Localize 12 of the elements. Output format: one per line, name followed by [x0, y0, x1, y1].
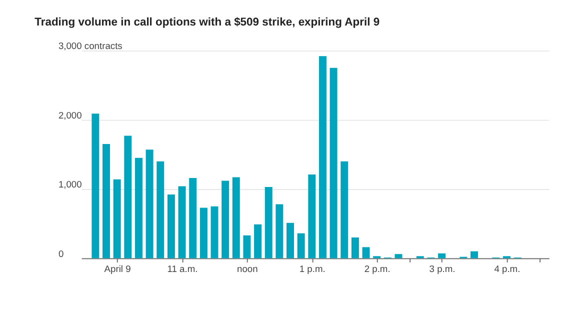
- y-tick-label: 1,000: [58, 180, 82, 190]
- x-tick-label: 11 a.m.: [167, 264, 198, 274]
- y-tick-label: 3,000 contracts: [58, 41, 123, 52]
- x-tick-label: 4 p.m.: [494, 264, 520, 274]
- x-tick-label: 1 p.m.: [299, 264, 326, 274]
- x-tick-label: 3 p.m.: [429, 264, 456, 274]
- x-tick-label: April 9: [104, 264, 131, 274]
- y-tick-label: 2,000: [58, 110, 82, 120]
- chart-title: Trading volume in call options with a $509 strike, expiring April 9: [34, 16, 380, 28]
- x-tick-label: noon: [237, 264, 258, 274]
- x-tick-label: 2 p.m.: [364, 264, 390, 274]
- y-tick-label: 0: [58, 248, 64, 259]
